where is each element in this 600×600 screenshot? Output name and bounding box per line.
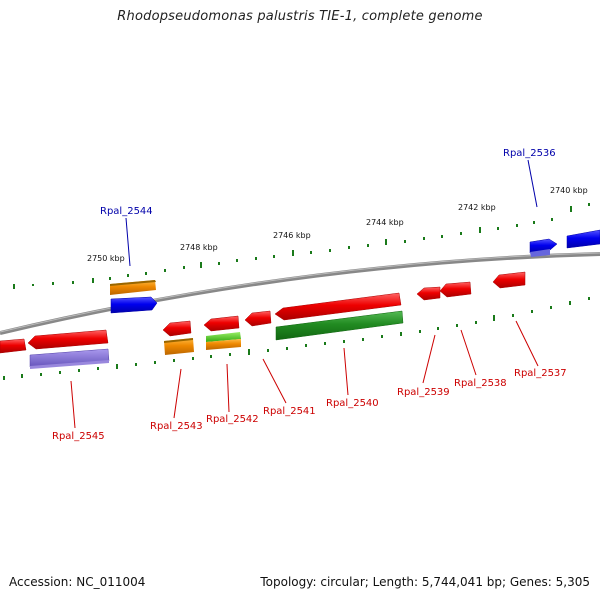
scale-label-2742: 2742 kbp bbox=[458, 203, 496, 212]
leader-rpal-2542 bbox=[226, 363, 230, 413]
leader-rpal-2543 bbox=[173, 368, 182, 419]
inner-tick-ring bbox=[3, 297, 590, 380]
gene-label-rpal-2540[interactable]: Rpal_2540 bbox=[326, 398, 379, 409]
gene-label-rpal-2542[interactable]: Rpal_2542 bbox=[206, 414, 259, 425]
map-title: Rhodopseudomonas palustris TIE-1, comple… bbox=[117, 9, 483, 24]
leader-rpal-2545 bbox=[70, 380, 76, 429]
gene-label-rpal-2541[interactable]: Rpal_2541 bbox=[263, 406, 316, 417]
outer-tick-ring bbox=[13, 203, 590, 289]
gene-label-rpal-2536[interactable]: Rpal_2536 bbox=[503, 148, 556, 159]
gene-rpal-2538[interactable] bbox=[439, 281, 472, 298]
leader-rpal-2536 bbox=[527, 159, 538, 208]
accession-label: Accession: NC_011004 bbox=[9, 575, 146, 589]
leader-rpal-2538 bbox=[460, 329, 477, 376]
scale-label-2744: 2744 kbp bbox=[366, 218, 404, 227]
leader-rpal-2539 bbox=[422, 334, 436, 384]
gene-rpal-2543[interactable] bbox=[162, 320, 194, 355]
scale-label-2750: 2750 kbp bbox=[87, 254, 125, 263]
gene-label-rpal-2537[interactable]: Rpal_2537 bbox=[514, 368, 567, 379]
backbone-highlight bbox=[0, 252, 600, 333]
gene-label-rpal-2539[interactable]: Rpal_2539 bbox=[397, 387, 450, 398]
leader-rpal-2540 bbox=[343, 347, 349, 396]
gene-rpal-2541[interactable] bbox=[244, 310, 272, 327]
leader-rpal-2544 bbox=[125, 217, 131, 267]
scale-label-2740: 2740 kbp bbox=[550, 186, 588, 195]
scale-label-2746: 2746 kbp bbox=[273, 231, 311, 240]
leader-lines bbox=[70, 159, 539, 429]
gene-rpal-2545[interactable] bbox=[0, 329, 110, 369]
gene-label-rpal-2545[interactable]: Rpal_2545 bbox=[52, 431, 105, 442]
leader-rpal-2537 bbox=[515, 320, 539, 367]
gene-rpal-2537[interactable] bbox=[492, 271, 526, 289]
gene-label-rpal-2543[interactable]: Rpal_2543 bbox=[150, 421, 203, 432]
gene-rpal-2536[interactable] bbox=[529, 229, 600, 257]
genome-summary: Topology: circular; Length: 5,744,041 bp… bbox=[260, 575, 590, 589]
gene-rpal-2539[interactable] bbox=[416, 286, 441, 301]
scale-label-2748: 2748 kbp bbox=[180, 243, 218, 252]
gene-rpal-2542[interactable] bbox=[203, 315, 241, 350]
gene-rpal-2540[interactable] bbox=[274, 292, 404, 341]
gene-label-rpal-2544[interactable]: Rpal_2544 bbox=[100, 206, 153, 217]
backbone bbox=[0, 252, 600, 335]
gene-rpal-2544[interactable] bbox=[110, 280, 158, 314]
leader-rpal-2541 bbox=[262, 358, 287, 404]
gene-label-rpal-2538[interactable]: Rpal_2538 bbox=[454, 378, 507, 389]
